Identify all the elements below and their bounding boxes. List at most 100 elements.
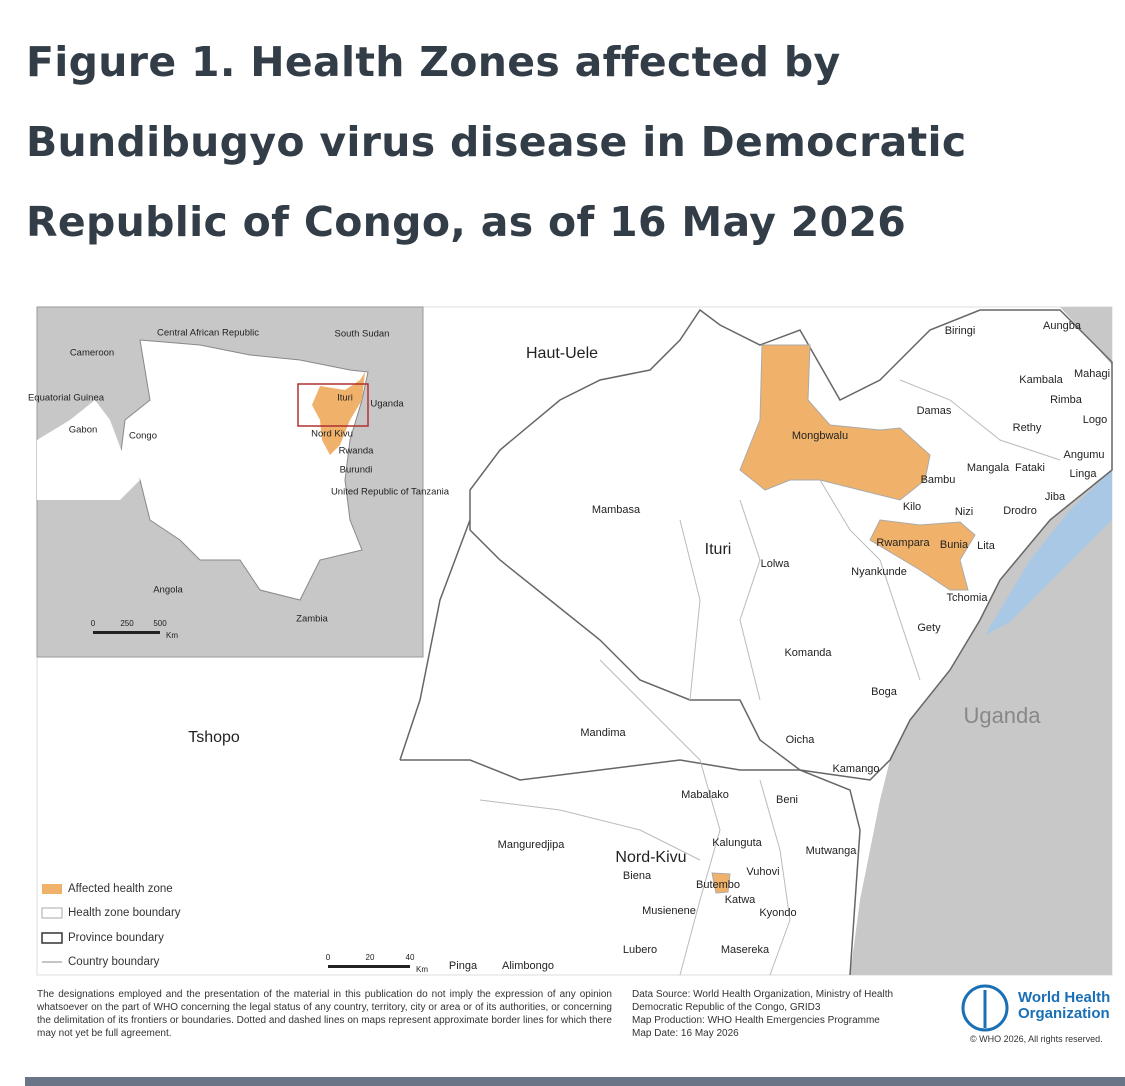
place-label: Kalunguta: [712, 837, 762, 849]
zone-line: [759, 779, 791, 976]
inset-affected: [312, 372, 365, 455]
place-label: Butembo: [696, 879, 740, 891]
inset-label: Uganda: [370, 399, 404, 410]
place-label: Kamango: [832, 763, 879, 775]
place-label: Ituri: [705, 541, 732, 558]
inset-label: Congo: [129, 431, 157, 442]
place-label: Mangala: [967, 462, 1010, 474]
place-label: Fataki: [1015, 462, 1045, 474]
place-label: Rethy: [1013, 422, 1042, 434]
inset-label: Nord Kivu: [311, 429, 353, 440]
place-label: Kyondo: [759, 907, 796, 919]
place-label: Vuhovi: [746, 866, 779, 878]
title: Figure 1. Health Zones affected by Bundi…: [26, 22, 967, 262]
title-line: Figure 1. Health Zones affected by: [26, 38, 841, 86]
place-label: Komanda: [784, 647, 832, 659]
scale-bar: [328, 965, 410, 968]
copyright: © WHO 2026, All rights reserved.: [970, 1034, 1103, 1044]
place-label: Aungba: [1043, 320, 1082, 332]
legend-swatch: [42, 884, 62, 894]
zone-line: [899, 379, 1061, 461]
scale-unit: Km: [416, 965, 428, 974]
inset-ocean: [37, 400, 140, 500]
source-line: Map Date: 16 May 2026: [632, 1028, 739, 1039]
zone-line: [679, 519, 701, 701]
place-label: Oicha: [786, 734, 816, 746]
place-label: Musienene: [642, 905, 696, 917]
who-line: World Health: [1018, 989, 1111, 1006]
inset-label: South Sudan: [335, 329, 390, 340]
who-line: Organization: [1018, 1005, 1110, 1022]
who-name: World Health Organization: [1018, 990, 1110, 1022]
inset-label: Angola: [153, 585, 183, 596]
inset-label: Zambia: [296, 614, 328, 625]
place-label: Kambala: [1019, 374, 1063, 386]
place-label: Mutwanga: [806, 845, 858, 857]
affected-zone: [739, 344, 931, 501]
inset-label: Gabon: [69, 425, 98, 436]
place-label: Beni: [776, 794, 798, 806]
place-label: Tshopo: [188, 729, 240, 746]
affected-zone: [711, 872, 731, 894]
place-label: Biena: [623, 870, 652, 882]
place-label: Mambasa: [592, 504, 641, 516]
scale-tick-label: 0: [326, 953, 331, 962]
inset-label: Ituri: [337, 393, 353, 404]
place-label: Manguredjipa: [498, 839, 566, 851]
bottom-bar: [25, 1077, 1125, 1086]
place-label: Rwampara: [876, 537, 930, 549]
place-label: Kilo: [903, 501, 921, 513]
scale-tick-label: 20: [366, 953, 375, 962]
inset-label: Central African Republic: [157, 328, 259, 339]
inset-label: Cameroon: [70, 348, 114, 359]
province-boundary: [400, 759, 861, 976]
title-line: Bundibugyo virus disease in Democratic: [26, 118, 967, 166]
place-label: Gety: [917, 622, 941, 634]
province-boundary: [469, 308, 1113, 781]
place-label: Mongbwalu: [792, 430, 848, 442]
inset-label: Equatorial Guinea: [28, 393, 105, 404]
uganda-area: [850, 470, 1112, 975]
province-boundary: [399, 519, 471, 761]
place-label: Biringi: [945, 325, 976, 337]
scale-tick-label: 500: [153, 619, 167, 628]
zone-line: [739, 499, 761, 701]
place-label: Nizi: [955, 506, 973, 518]
place-label: Jiba: [1045, 491, 1066, 503]
legend-label: Country boundary: [68, 956, 160, 968]
place-label: Tchomia: [947, 592, 989, 604]
place-label: Drodro: [1003, 505, 1037, 517]
country-area: [1060, 307, 1112, 365]
place-label: Alimbongo: [502, 960, 554, 972]
place-label: Bambu: [921, 474, 956, 486]
scale-tick-label: 0: [91, 619, 96, 628]
legend-label: Affected health zone: [68, 883, 173, 895]
place-label: Boga: [871, 686, 898, 698]
place-label: Pinga: [449, 960, 478, 972]
inset-label: Rwanda: [339, 446, 375, 457]
legend-swatch: [41, 932, 63, 944]
place-label: Katwa: [725, 894, 756, 906]
inset-label: Burundi: [340, 465, 373, 476]
place-label: Lolwa: [761, 558, 791, 570]
legend-swatch: [41, 907, 63, 919]
place-label: Damas: [917, 405, 952, 417]
disclaimer: The designations employed and the presen…: [37, 989, 612, 1039]
place-label: Mandima: [580, 727, 626, 739]
source-line: Democratic Republic of the Congo, GRID3: [632, 1002, 821, 1013]
scale-tick-label: 250: [120, 619, 134, 628]
place-label: Mabalako: [681, 789, 729, 801]
place-label: Nyankunde: [851, 566, 907, 578]
source-line: Data Source: World Health Organization, …: [632, 989, 894, 1000]
place-label: Rimba: [1050, 394, 1083, 406]
place-label: Linga: [1070, 468, 1098, 480]
zone-line: [599, 659, 721, 976]
health-zone-boundaries: [479, 379, 1061, 976]
place-label: Uganda: [963, 703, 1041, 728]
lake: [985, 470, 1112, 635]
title-line: Republic of Congo, as of 16 May 2026: [26, 198, 907, 246]
place-label: Logo: [1083, 414, 1107, 426]
scale-unit: Km: [166, 631, 178, 640]
